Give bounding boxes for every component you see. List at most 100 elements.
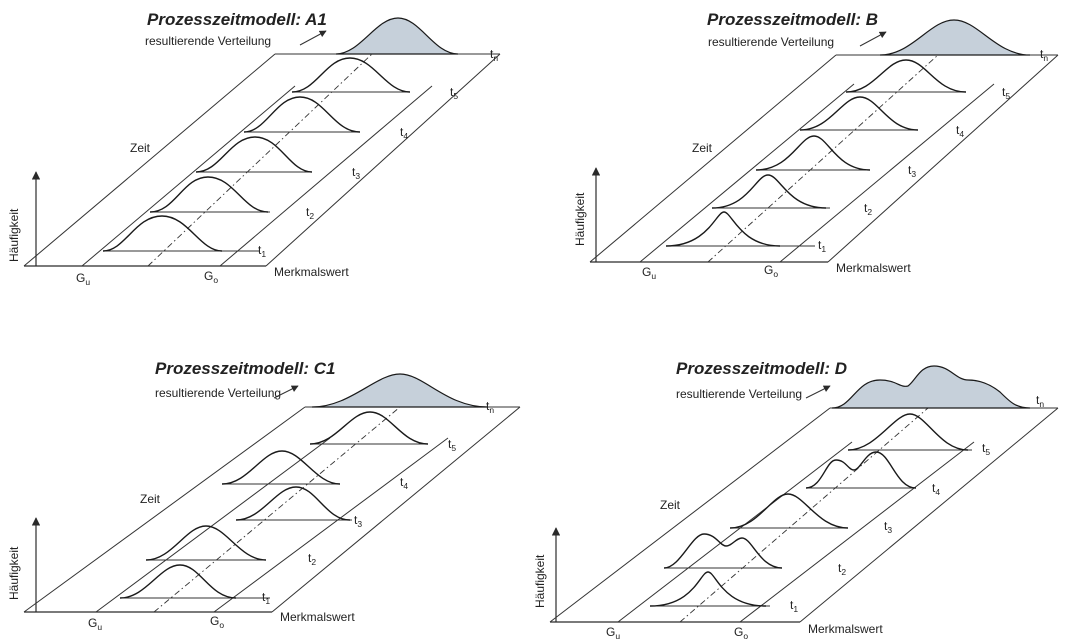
panel-d-y-axis-label: Häufigkeit [533, 554, 547, 608]
panel-c1-upper-limit-line [213, 437, 449, 613]
panel-a1-t4-label: t4 [400, 125, 408, 141]
panel-d-slice-t2 [663, 533, 783, 569]
panel-b-slice-t5 [845, 59, 967, 93]
panel-b-slice-t2 [711, 174, 830, 209]
panel-c1-time-axis-label: Zeit [140, 492, 161, 506]
panel-a1-subtitle: resultierende Verteilung [145, 34, 271, 48]
panel-d-slice-t1 [649, 571, 770, 607]
panel-b-center-line [707, 54, 939, 263]
panel-b-y-axis-label: Häufigkeit [573, 192, 587, 246]
panel-d-back-edge [799, 407, 1059, 623]
panel-a1-slice-t4 [243, 96, 361, 133]
panel-a1-x-axis-label: Merkmalswert [274, 265, 349, 279]
panel-d-t5-label: t5 [982, 441, 990, 457]
panel-d-upper-limit-line [739, 441, 975, 623]
panel-c1-upper-limit-label: Go [210, 614, 224, 630]
panel-b-back-edge [827, 54, 1059, 263]
panel-c1-t2-label: t2 [308, 551, 316, 567]
panel-c1: Prozesszeitmodell: C1 resultierende Vert… [7, 359, 521, 632]
panel-d-subtitle-arrow [805, 385, 831, 399]
panel-b-tn-label: tn [1040, 47, 1048, 63]
panel-d-lower-limit-label: Gu [606, 625, 620, 641]
panel-c1-slice-t5 [309, 411, 429, 445]
panel-c1-t1-label: t1 [262, 590, 270, 606]
panel-d-title: Prozesszeitmodell: D [676, 359, 847, 378]
panel-b-upper-limit-label: Go [764, 263, 778, 279]
panel-c1-slice-t3 [235, 486, 352, 521]
panel-a1-slice-t1 [102, 215, 260, 252]
panel-c1-t3-label: t3 [354, 513, 362, 529]
panel-d-time-axis [549, 407, 831, 623]
panel-c1-subtitle-arrow [273, 385, 299, 399]
panel-b: Prozesszeitmodell: B resultierende Verte… [573, 10, 1059, 281]
panel-d-slice-t3 [729, 493, 849, 529]
panel-d-center-line [679, 407, 929, 623]
panel-b-lower-limit-line [639, 83, 855, 263]
panel-b-time-axis-label: Zeit [692, 141, 713, 155]
panel-c1-slice-t1 [119, 564, 270, 599]
panel-d-t1-label: t1 [790, 598, 798, 614]
panel-a1-slice-t2 [149, 176, 270, 213]
panel-a1-slice-t5 [291, 57, 411, 93]
panel-b-subtitle-arrow [859, 31, 887, 47]
panel-a1-slice-t3 [195, 136, 313, 173]
panel-c1-subtitle: resultierende Verteilung [155, 386, 281, 400]
panel-d: Prozesszeitmodell: D resultierende Verte… [533, 359, 1059, 641]
panel-c1-lower-limit-line [95, 437, 331, 613]
panel-a1-lower-limit-line [81, 85, 296, 267]
panel-a1-center-line [147, 53, 373, 267]
panel-b-slice-t3 [755, 135, 871, 171]
panel-a1-subtitle-arrow [299, 30, 327, 46]
panel-a1-lower-limit-label: Gu [76, 271, 90, 287]
panel-d-t3-label: t3 [884, 519, 892, 535]
panel-b-title: Prozesszeitmodell: B [707, 10, 878, 29]
panel-b-slice-t1 [665, 211, 815, 247]
panel-b-t4-label: t4 [956, 123, 964, 139]
panel-b-x-axis-label: Merkmalswert [836, 261, 911, 275]
panel-a1: Prozesszeitmodell: A1 resultierende Vert… [7, 10, 501, 287]
panel-a1-upper-limit-line [219, 85, 433, 267]
panel-b-t5-label: t5 [1002, 85, 1010, 101]
panel-c1-lower-limit-label: Gu [88, 616, 102, 632]
panel-a1-upper-limit-label: Go [204, 269, 218, 285]
panel-d-slice-t5 [847, 413, 972, 451]
panel-b-resulting-distribution [879, 19, 1031, 56]
panel-c1-time-axis [23, 406, 306, 613]
panel-a1-tn-label: tn [490, 47, 498, 63]
panel-a1-t2-label: t2 [306, 205, 314, 221]
panel-c1-y-axis-label: Häufigkeit [7, 546, 21, 600]
panel-d-time-axis-label: Zeit [660, 498, 681, 512]
panel-a1-t1-label: t1 [258, 243, 266, 259]
panel-a1-time-axis [23, 53, 276, 267]
panel-c1-resulting-distribution [311, 373, 489, 408]
panel-a1-time-axis-label: Zeit [130, 141, 151, 155]
panel-c1-back-edge [271, 406, 521, 613]
panel-d-tn-label: tn [1036, 393, 1044, 409]
panel-c1-title: Prozesszeitmodell: C1 [155, 359, 335, 378]
panel-b-t2-label: t2 [864, 201, 872, 217]
panel-b-upper-limit-line [779, 83, 995, 263]
panel-c1-tn-label: tn [486, 399, 494, 415]
panel-c1-t4-label: t4 [400, 475, 408, 491]
panel-b-lower-limit-label: Gu [642, 265, 656, 281]
panel-d-upper-limit-label: Go [734, 625, 748, 641]
panel-a1-resulting-distribution [335, 17, 459, 55]
panel-d-slice-t4 [805, 451, 917, 489]
panel-a1-y-axis-label: Häufigkeit [7, 208, 21, 262]
panel-d-x-axis-label: Merkmalswert [808, 622, 883, 636]
panel-d-resulting-distribution [831, 365, 1031, 409]
panel-b-t1-label: t1 [818, 238, 826, 254]
panel-d-subtitle: resultierende Verteilung [676, 387, 802, 401]
panel-b-time-axis [589, 54, 837, 263]
panel-c1-slice-t4 [221, 450, 341, 485]
panel-c1-x-axis-label: Merkmalswert [280, 610, 355, 624]
panel-b-t3-label: t3 [908, 163, 916, 179]
panel-c1-center-line [153, 406, 401, 613]
panel-d-lower-limit-line [617, 441, 853, 623]
panel-b-subtitle: resultierende Verteilung [708, 35, 834, 49]
panel-d-t4-label: t4 [932, 481, 940, 497]
panel-b-slice-t4 [799, 96, 919, 131]
panel-c1-slice-t2 [145, 525, 267, 561]
panel-c1-t5-label: t5 [448, 437, 456, 453]
